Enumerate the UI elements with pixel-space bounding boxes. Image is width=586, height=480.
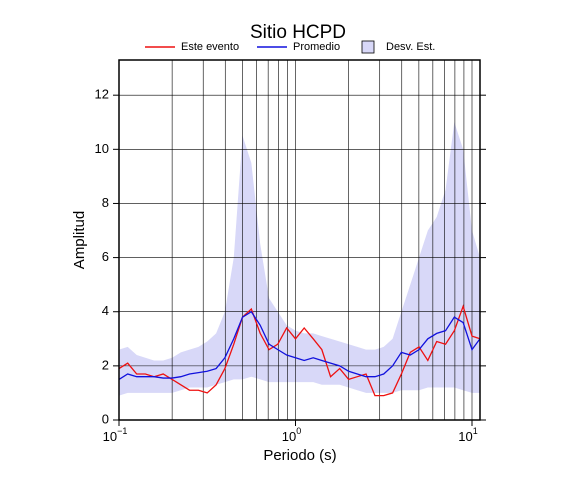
x-tick-base: 10 bbox=[282, 429, 296, 444]
legend-label: Este evento bbox=[181, 41, 239, 53]
y-tick-label: 0 bbox=[102, 411, 109, 426]
y-tick-label: 6 bbox=[102, 249, 109, 264]
x-tick-label: 101 bbox=[458, 426, 477, 444]
legend-label: Desv. Est. bbox=[386, 41, 435, 53]
x-tick-exponent: 1 bbox=[473, 426, 478, 436]
legend-label: Promedio bbox=[293, 41, 340, 53]
std-band bbox=[119, 122, 480, 396]
x-tick-base: 10 bbox=[458, 429, 472, 444]
x-tick-label: 100 bbox=[282, 426, 301, 444]
x-tick-exponent: 0 bbox=[296, 426, 301, 436]
y-axis-label: Amplitud bbox=[71, 211, 88, 269]
x-tick-label: 10−1 bbox=[103, 426, 128, 444]
y-tick-label: 2 bbox=[102, 357, 109, 372]
y-tick-label: 4 bbox=[102, 303, 109, 318]
x-tick-base: 10 bbox=[103, 429, 117, 444]
y-tick-label: 12 bbox=[95, 87, 109, 102]
x-axis-label: Periodo (s) bbox=[263, 447, 336, 464]
y-tick-label: 8 bbox=[102, 195, 109, 210]
x-tick-exponent: −1 bbox=[117, 426, 127, 436]
series-line bbox=[118, 310, 481, 380]
y-tick-label: 10 bbox=[95, 141, 109, 156]
chart-title: Sitio HCPD bbox=[250, 22, 346, 43]
series-line bbox=[118, 304, 481, 397]
plot-frame bbox=[118, 59, 481, 421]
legend-swatch bbox=[361, 40, 375, 54]
